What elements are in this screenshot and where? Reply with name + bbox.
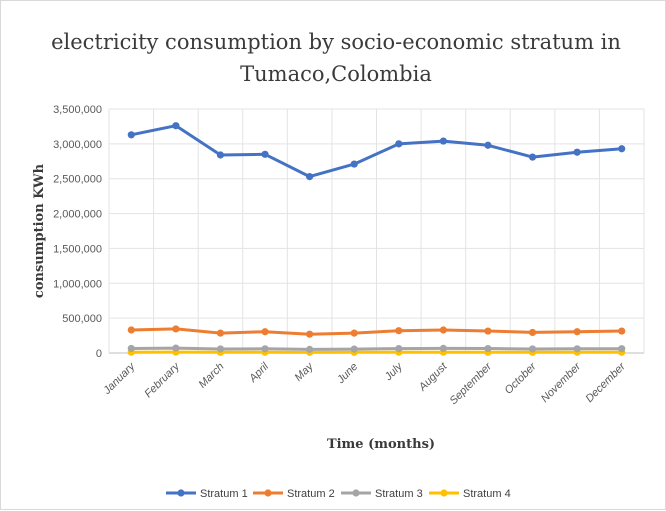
data-point: [529, 154, 536, 161]
data-point: [618, 327, 625, 334]
data-point: [217, 151, 224, 158]
data-point: [529, 329, 536, 336]
x-tick-label: January: [101, 360, 139, 398]
legend: Stratum 1 Stratum 2 Stratum 3 Stratum 4: [166, 488, 511, 500]
chart-title-line-1: electricity consumption by socio-economi…: [51, 30, 621, 54]
y-tick-label: 500,000: [62, 313, 102, 325]
data-point: [306, 346, 313, 353]
y-tick-label: 3,000,000: [53, 139, 102, 151]
data-point: [484, 345, 491, 352]
data-point: [306, 173, 313, 180]
y-tick-label: 1,000,000: [53, 278, 102, 290]
data-point: [351, 345, 358, 352]
legend-item: Stratum 2: [253, 488, 335, 500]
data-point: [217, 345, 224, 352]
x-tick-label: November: [539, 360, 584, 405]
legend-item: Stratum 1: [166, 488, 248, 500]
series-line: [131, 348, 621, 349]
legend-label: Stratum 4: [463, 488, 511, 500]
data-point: [261, 328, 268, 335]
x-tick-label: August: [416, 360, 450, 394]
y-axis-ticks: 0 500,000 1,000,000 1,500,000 2,000,000 2,500…: [53, 104, 102, 360]
legend-marker: [440, 489, 447, 496]
y-tick-label: 1,500,000: [53, 243, 102, 255]
data-point: [395, 327, 402, 334]
x-tick-label: October: [503, 360, 540, 397]
y-tick-label: 0: [96, 348, 102, 360]
data-point: [128, 131, 135, 138]
legend-marker: [352, 489, 359, 496]
x-tick-label: April: [246, 360, 271, 385]
data-point: [484, 142, 491, 149]
x-tick-label: May: [293, 360, 317, 384]
chart-title-line-2: Tumaco,Colombia: [240, 62, 432, 86]
data-point: [440, 137, 447, 144]
legend-label: Stratum 1: [200, 488, 248, 500]
data-point: [529, 345, 536, 352]
data-point: [574, 149, 581, 156]
data-point: [128, 326, 135, 333]
data-point: [351, 160, 358, 167]
data-point: [574, 345, 581, 352]
data-point: [172, 325, 179, 332]
y-tick-label: 2,000,000: [53, 209, 102, 221]
data-point: [261, 151, 268, 158]
data-point: [261, 345, 268, 352]
data-point: [484, 327, 491, 334]
data-point: [395, 345, 402, 352]
data-point: [395, 140, 402, 147]
x-tick-label: July: [382, 360, 406, 384]
y-axis-title: consumption KWh: [32, 163, 47, 298]
data-point: [618, 345, 625, 352]
data-point: [306, 331, 313, 338]
data-point: [440, 326, 447, 333]
x-axis-title: Time (months): [327, 437, 435, 452]
data-point: [172, 345, 179, 352]
x-tick-label: February: [142, 360, 183, 401]
y-tick-label: 2,500,000: [53, 174, 102, 186]
data-point: [574, 328, 581, 335]
legend-item: Stratum 4: [429, 488, 511, 500]
data-point: [618, 145, 625, 152]
x-tick-label: December: [583, 360, 628, 405]
data-point: [440, 345, 447, 352]
x-tick-label: March: [196, 361, 226, 391]
gridlines: [109, 109, 644, 353]
data-point: [128, 345, 135, 352]
data-point: [217, 330, 224, 337]
legend-item: Stratum 3: [341, 488, 423, 500]
data-point: [172, 122, 179, 129]
data-point: [351, 330, 358, 337]
x-tick-label: June: [334, 361, 360, 387]
legend-marker: [264, 489, 271, 496]
legend-label: Stratum 2: [287, 488, 335, 500]
y-tick-label: 3,500,000: [53, 104, 102, 116]
x-tick-label: September: [448, 360, 495, 407]
legend-label: Stratum 3: [375, 488, 423, 500]
legend-marker: [177, 489, 184, 496]
